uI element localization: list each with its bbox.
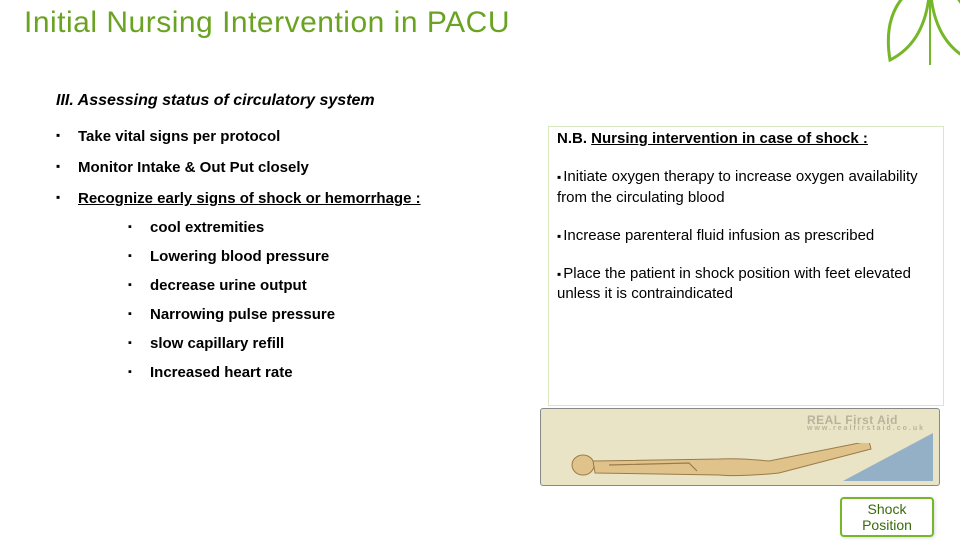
sub-bullet-item: Narrowing pulse pressure: [128, 306, 456, 323]
bullet-text: Monitor Intake & Out Put closely: [78, 159, 309, 176]
figure-caption: ShockPosition: [840, 497, 934, 537]
shock-position-figure: REAL First Aid www.realfirstaid.co.uk: [540, 408, 940, 494]
nb-item-text: Place the patient in shock position with…: [557, 265, 911, 302]
bullet-item: Monitor Intake & Out Put closely: [56, 159, 456, 176]
nb-item: Place the patient in shock position with…: [557, 264, 935, 305]
nb-item: Initiate oxygen therapy to increase oxyg…: [557, 167, 935, 208]
nb-prefix: N.B.: [557, 130, 591, 147]
sub-bullet-item: Increased heart rate: [128, 364, 456, 381]
page-title: Initial Nursing Intervention in PACU: [24, 6, 510, 40]
bullet-item: Recognize early signs of shock or hemorr…: [56, 190, 456, 381]
sub-bullet-item: decrease urine output: [128, 277, 456, 294]
nb-underline-text: Nursing intervention in case of shock :: [591, 130, 868, 147]
sub-bullet-item: cool extremities: [128, 219, 456, 236]
bullet-text: Take vital signs per protocol: [78, 128, 280, 145]
figure-panel: REAL First Aid www.realfirstaid.co.uk: [540, 408, 940, 486]
nb-heading: N.B. Nursing intervention in case of sho…: [557, 129, 935, 149]
brand-line2: www.realfirstaid.co.uk: [807, 425, 925, 432]
nb-item-text: Increase parenteral fluid infusion as pr…: [563, 227, 874, 244]
slide-root: Initial Nursing Intervention in PACU III…: [0, 0, 960, 540]
sub-bullet-item: slow capillary refill: [128, 335, 456, 352]
section-heading: III. Assessing status of circulatory sys…: [56, 92, 375, 110]
nb-item-text: Initiate oxygen therapy to increase oxyg…: [557, 168, 918, 205]
main-bullet-list: Take vital signs per protocol Monitor In…: [56, 128, 456, 381]
sub-bullet-text: Narrowing pulse pressure: [150, 306, 335, 323]
sub-bullet-text: slow capillary refill: [150, 335, 284, 352]
leaf-decoration-icon: [870, 0, 960, 90]
watermark-brand: REAL First Aid www.realfirstaid.co.uk: [807, 413, 925, 432]
sub-bullet-text: decrease urine output: [150, 277, 307, 294]
bullet-text: Recognize early signs of shock or hemorr…: [78, 190, 421, 207]
sub-bullet-text: Increased heart rate: [150, 364, 293, 381]
left-column: Take vital signs per protocol Monitor In…: [56, 128, 456, 395]
sub-bullet-item: Lowering blood pressure: [128, 248, 456, 265]
bullet-item: Take vital signs per protocol: [56, 128, 456, 145]
nb-item: Increase parenteral fluid infusion as pr…: [557, 226, 935, 246]
sub-bullet-text: Lowering blood pressure: [150, 248, 329, 265]
supine-body-icon: [569, 443, 889, 481]
sub-bullet-text: cool extremities: [150, 219, 264, 236]
sub-bullet-list: cool extremities Lowering blood pressure…: [128, 219, 456, 381]
caption-text: ShockPosition: [862, 501, 912, 533]
nb-callout-box: N.B. Nursing intervention in case of sho…: [548, 126, 944, 406]
